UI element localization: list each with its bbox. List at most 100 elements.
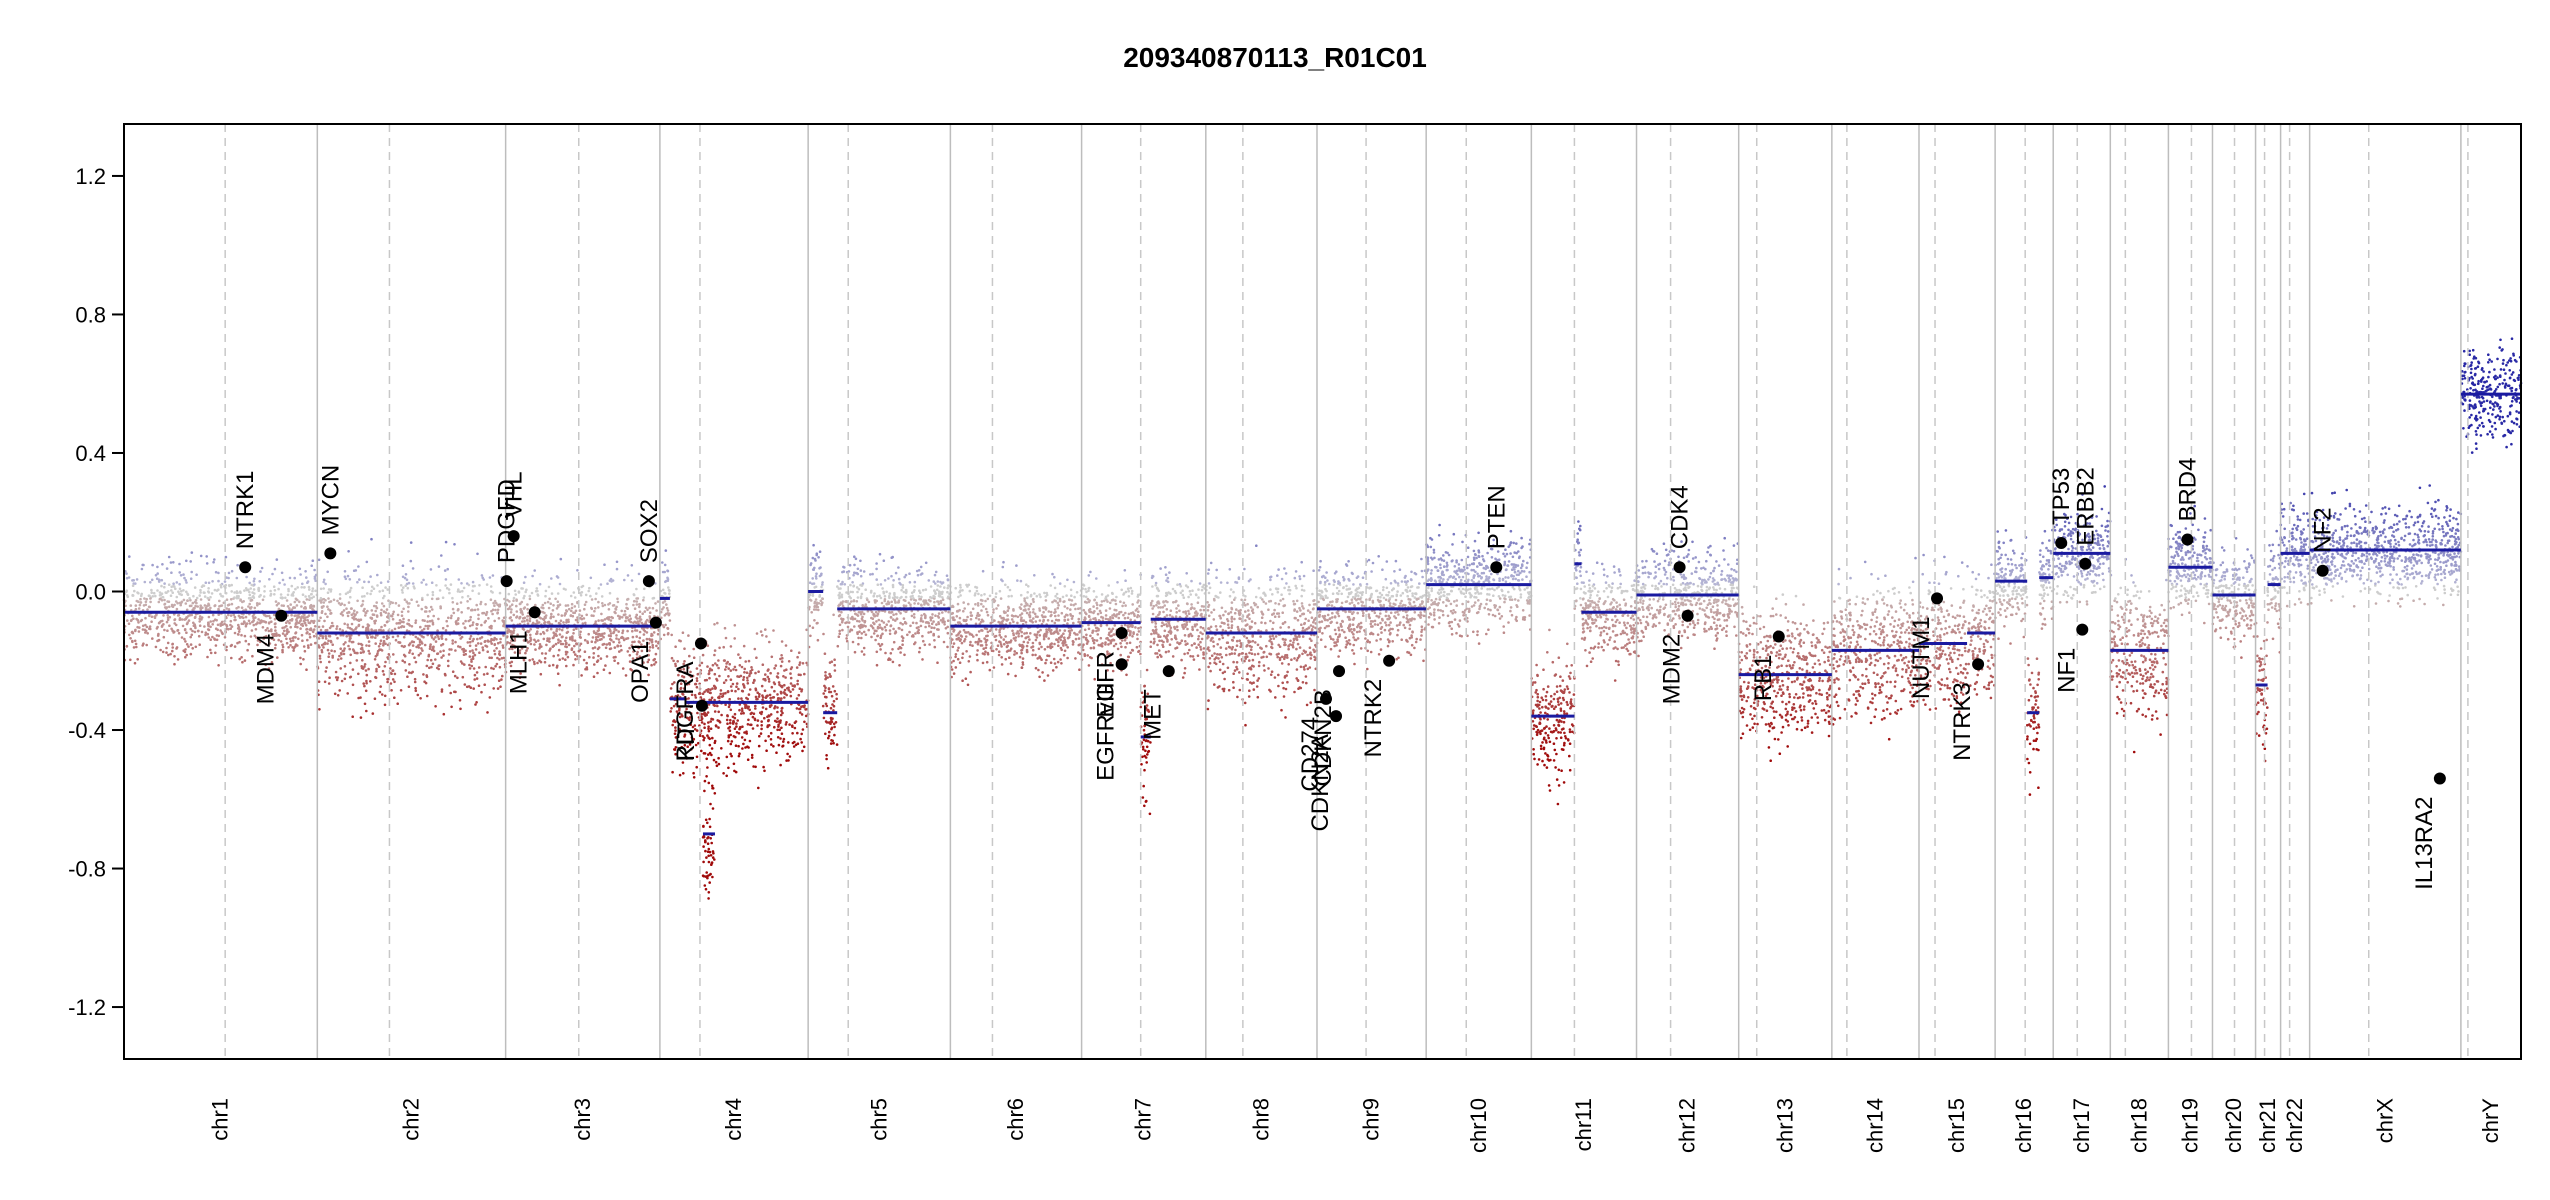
probe-point (190, 604, 193, 608)
probe-point (593, 609, 596, 613)
probe-point (1034, 620, 1038, 623)
probe-point (223, 636, 227, 639)
probe-point (770, 685, 774, 689)
probe-point (995, 648, 998, 651)
probe-point (777, 743, 781, 747)
probe-point (706, 876, 709, 880)
probe-point (381, 669, 385, 673)
probe-point (642, 661, 645, 664)
probe-point (675, 710, 679, 713)
probe-point (242, 600, 245, 603)
probe-point (584, 593, 588, 597)
probe-point (186, 599, 189, 602)
probe-point (751, 727, 755, 730)
probe-point (954, 666, 958, 669)
probe-point (1054, 594, 1057, 598)
probe-point (543, 660, 547, 664)
probe-point (630, 644, 634, 647)
probe-point (664, 612, 668, 616)
probe-point (435, 584, 438, 587)
probe-point (494, 601, 498, 605)
probe-point (450, 705, 453, 709)
probe-point (1082, 635, 1085, 639)
probe-point (488, 625, 492, 629)
probe-point (707, 725, 710, 728)
probe-point (357, 624, 361, 628)
probe-point (670, 707, 673, 710)
probe-point (497, 679, 501, 682)
probe-point (555, 627, 559, 631)
probe-point (632, 603, 635, 607)
probe-point (703, 779, 707, 783)
probe-point (1058, 629, 1062, 632)
probe-point (473, 653, 477, 657)
probe-point (875, 620, 878, 623)
probe-point (242, 622, 245, 626)
probe-point (605, 655, 609, 658)
probe-point (643, 610, 647, 613)
probe-point (596, 671, 599, 675)
probe-point (1003, 642, 1006, 646)
probe-point (351, 668, 355, 671)
probe-point (862, 630, 866, 634)
probe-point (1004, 635, 1007, 638)
probe-point (365, 681, 368, 685)
probe-point (1056, 601, 1060, 605)
probe-point (550, 612, 553, 616)
probe-point (522, 581, 526, 584)
probe-point (651, 643, 654, 647)
probe-point (789, 682, 793, 685)
probe-point (227, 613, 230, 617)
probe-point (746, 676, 749, 680)
probe-point (363, 684, 366, 688)
probe-point (1071, 639, 1075, 643)
probe-point (177, 613, 181, 617)
probe-point (206, 655, 209, 659)
probe-point (618, 650, 621, 653)
probe-point (701, 692, 705, 695)
probe-point (789, 690, 792, 694)
probe-point (457, 608, 460, 611)
probe-point (1136, 614, 1140, 617)
probe-point (1025, 644, 1029, 648)
probe-point (859, 559, 862, 563)
probe-point (446, 624, 449, 628)
probe-point (1044, 615, 1047, 619)
probe-point (510, 633, 513, 636)
probe-point (394, 638, 398, 642)
probe-point (163, 585, 166, 589)
probe-point (717, 756, 720, 760)
probe-point (966, 683, 970, 687)
probe-point (230, 602, 234, 606)
probe-point (204, 608, 208, 611)
probe-point (1127, 612, 1131, 616)
probe-point (952, 642, 956, 645)
probe-point (440, 656, 443, 659)
probe-point (589, 576, 593, 580)
probe-point (559, 557, 563, 561)
probe-point (597, 633, 600, 636)
probe-point (281, 643, 284, 647)
probe-point (707, 729, 711, 733)
probe-point (547, 585, 551, 589)
probe-point (759, 630, 763, 633)
probe-point (704, 714, 707, 717)
probe-point (882, 605, 886, 608)
probe-point (190, 551, 194, 554)
probe-point (247, 619, 251, 623)
probe-point (788, 755, 792, 758)
probe-point (733, 727, 737, 730)
probe-point (761, 634, 764, 637)
probe-point (557, 621, 561, 625)
probe-point (635, 600, 639, 603)
probe-point (321, 625, 325, 628)
probe-point (288, 576, 292, 580)
probe-point (438, 589, 442, 592)
probe-point (191, 601, 195, 605)
probe-point (194, 645, 198, 649)
probe-point (638, 610, 642, 613)
probe-point (342, 643, 346, 646)
probe-point (363, 702, 367, 706)
probe-point (764, 707, 768, 711)
probe-point (873, 600, 877, 604)
